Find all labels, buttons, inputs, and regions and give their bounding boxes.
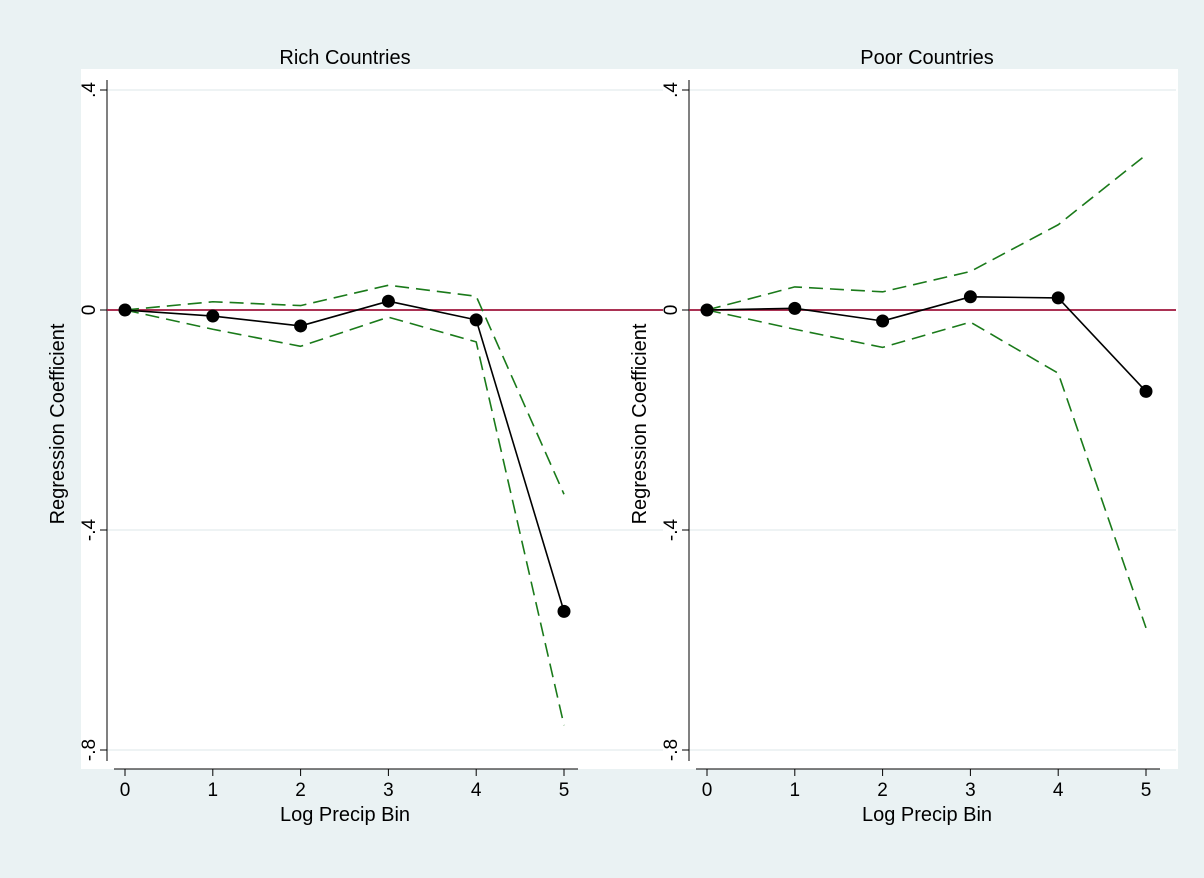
y-tick-label: -.4 bbox=[79, 518, 100, 541]
x-tick-label: 3 bbox=[965, 780, 976, 801]
panel-title: Rich Countries bbox=[279, 47, 410, 69]
y-tick-label: .4 bbox=[661, 82, 682, 98]
upper-ci-line bbox=[124, 284, 565, 495]
panel-poor-countries: Poor Countries Regression Coefficient Lo… bbox=[629, 47, 1178, 826]
x-tick-label: 2 bbox=[877, 780, 888, 801]
y-ticks: .4 0 -.4 -.8 bbox=[661, 82, 689, 761]
x-tick-label: 4 bbox=[1053, 780, 1064, 801]
chart-marks bbox=[689, 154, 1176, 629]
y-ticks: .4 0 -.4 -.8 bbox=[79, 82, 107, 761]
x-tick-label: 1 bbox=[208, 780, 219, 801]
point-estimate-line bbox=[706, 295, 1147, 392]
chart-marks bbox=[107, 284, 665, 726]
panel-title: Poor Countries bbox=[860, 47, 993, 69]
point-estimate-marker bbox=[876, 314, 890, 328]
point-estimate-marker bbox=[469, 313, 483, 327]
point-estimate-marker bbox=[294, 319, 308, 333]
x-ticks: 0 1 2 3 4 5 bbox=[702, 769, 1152, 801]
y-tick-label: .4 bbox=[79, 82, 100, 98]
point-estimate-line bbox=[124, 300, 565, 612]
y-tick-label: -.8 bbox=[661, 739, 682, 761]
x-tick-label: 1 bbox=[790, 780, 801, 801]
x-axis-label: Log Precip Bin bbox=[280, 804, 410, 826]
y-axis-label: Regression Coefficient bbox=[47, 323, 69, 524]
point-estimate-marker bbox=[1051, 291, 1065, 305]
x-tick-label: 3 bbox=[383, 780, 394, 801]
plot-area bbox=[663, 69, 1178, 769]
point-estimate-marker bbox=[700, 303, 714, 317]
point-estimate-marker bbox=[381, 294, 395, 308]
y-axis-label: Regression Coefficient bbox=[629, 323, 651, 524]
point-estimate-marker bbox=[1139, 384, 1153, 398]
x-tick-label: 0 bbox=[702, 780, 713, 801]
point-estimate-marker bbox=[557, 604, 571, 618]
x-ticks: 0 1 2 3 4 5 bbox=[120, 769, 570, 801]
point-estimate-marker bbox=[788, 301, 802, 315]
point-estimate-marker bbox=[118, 303, 132, 317]
point-estimate-marker bbox=[206, 309, 220, 323]
lower-ci-line bbox=[124, 309, 565, 726]
x-tick-label: 5 bbox=[1141, 780, 1152, 801]
y-tick-label: -.4 bbox=[661, 518, 682, 541]
point-estimate-marker bbox=[963, 290, 977, 304]
x-tick-label: 4 bbox=[471, 780, 482, 801]
y-tick-label: -.8 bbox=[79, 739, 100, 761]
x-axis-label: Log Precip Bin bbox=[862, 804, 992, 826]
y-tick-label: 0 bbox=[79, 305, 100, 316]
panel-rich-countries: Rich Countries Regression Coefficient Lo… bbox=[47, 47, 667, 826]
x-tick-label: 5 bbox=[559, 780, 570, 801]
y-tick-label: 0 bbox=[661, 305, 682, 316]
lower-ci-line bbox=[706, 309, 1147, 629]
x-tick-label: 0 bbox=[120, 780, 131, 801]
x-tick-label: 2 bbox=[295, 780, 306, 801]
upper-ci-line bbox=[706, 154, 1147, 311]
plot-area bbox=[81, 69, 667, 769]
